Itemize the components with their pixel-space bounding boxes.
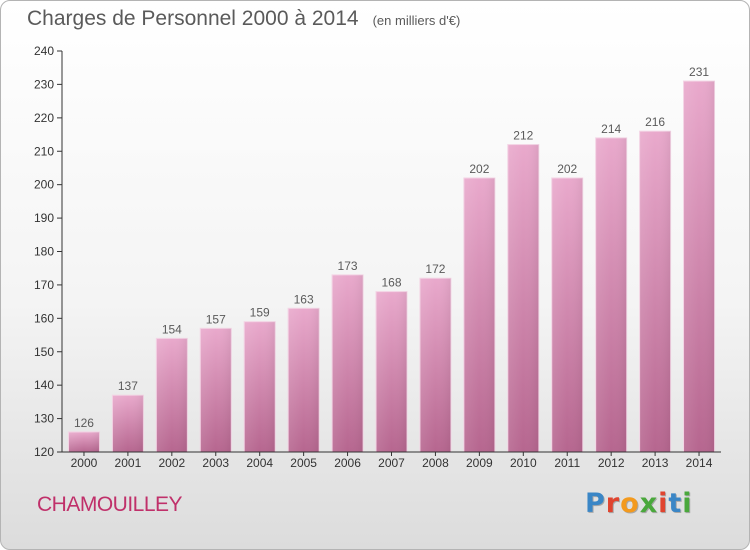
y-tick-label-180: 180 <box>34 245 54 259</box>
y-tick-label-240: 240 <box>34 44 54 58</box>
x-tick-label-2006: 2006 <box>334 456 361 470</box>
y-tick-label-170: 170 <box>34 278 54 292</box>
logo-letter: t <box>668 488 683 519</box>
x-tick-label-2005: 2005 <box>290 456 317 470</box>
proxiti-logo: Proxiti <box>585 488 693 519</box>
bars-layer: 126 137 154 157 159 163 173 168 172 202 212 202 214 2… <box>67 65 716 453</box>
x-tick-label-2003: 2003 <box>202 456 229 470</box>
bar-shine-2010 <box>507 144 539 453</box>
y-tick-label-200: 200 <box>34 178 54 192</box>
y-tick-label-120: 120 <box>34 445 54 459</box>
data-label-2005: 163 <box>294 292 314 306</box>
y-tick-label-230: 230 <box>34 77 54 91</box>
data-label-2010: 212 <box>513 129 533 143</box>
y-tick-label-130: 130 <box>34 412 54 426</box>
bar-shine-2008 <box>419 278 451 452</box>
y-tick-label-150: 150 <box>34 345 54 359</box>
bar-shine-2014 <box>683 81 715 452</box>
bar-shine-2001 <box>112 395 144 452</box>
logo-letter: i <box>658 488 669 519</box>
data-label-2008: 172 <box>425 262 445 276</box>
bar-shine-2004 <box>244 321 276 452</box>
axis-layer: 2000 2001 2002 2003 2004 2005 2006 2007 2008 2009… <box>34 44 721 470</box>
bar-shine-2007 <box>376 291 407 452</box>
data-label-2003: 157 <box>206 312 226 326</box>
x-tick-label-2008: 2008 <box>422 456 449 470</box>
x-tick-label-2000: 2000 <box>71 456 98 470</box>
logo-letter: o <box>620 488 640 519</box>
bar-shine-2013 <box>639 131 671 452</box>
x-tick-label-2007: 2007 <box>378 456 405 470</box>
bar-shine-2005 <box>288 308 320 452</box>
unit-label: (en milliers d'€) <box>372 13 461 28</box>
bar-shine-2002 <box>156 338 188 452</box>
x-tick-label-2001: 2001 <box>115 456 142 470</box>
data-label-2007: 168 <box>381 276 401 290</box>
y-tick-label-220: 220 <box>34 111 54 125</box>
logo-letter: x <box>639 488 659 519</box>
data-label-2012: 214 <box>601 122 621 136</box>
data-label-2006: 173 <box>338 259 358 273</box>
x-tick-label-2013: 2013 <box>642 456 669 470</box>
town-name: CHAMOUILLEY <box>37 493 183 516</box>
bar-shine-2003 <box>200 328 232 452</box>
x-tick-label-2012: 2012 <box>598 456 625 470</box>
data-label-2011: 202 <box>557 162 577 176</box>
bar-shine-2000 <box>68 431 100 452</box>
logo-letter: i <box>682 488 693 519</box>
x-tick-label-2011: 2011 <box>554 456 580 470</box>
data-label-2014: 231 <box>689 65 709 79</box>
y-tick-label-210: 210 <box>34 144 54 158</box>
logo-letter: r <box>605 488 621 519</box>
data-label-2004: 159 <box>250 306 270 320</box>
data-label-2009: 202 <box>469 162 489 176</box>
x-tick-label-2014: 2014 <box>686 456 713 470</box>
y-tick-label-190: 190 <box>34 211 54 225</box>
data-label-2000: 126 <box>74 416 94 430</box>
bar-shine-2012 <box>595 137 627 452</box>
chart-title: Charges de Personnel 2000 à 2014 (en mill… <box>27 7 460 31</box>
logo-letter: P <box>585 488 606 519</box>
title-text: Charges de Personnel 2000 à 2014 <box>27 7 359 30</box>
x-tick-label-2004: 2004 <box>246 456 273 470</box>
x-tick-label-2002: 2002 <box>158 456 185 470</box>
x-tick-label-2009: 2009 <box>466 456 493 470</box>
y-tick-label-160: 160 <box>34 311 54 325</box>
x-tick-label-2010: 2010 <box>510 456 537 470</box>
data-label-2002: 154 <box>162 322 182 336</box>
bar-shine-2011 <box>551 177 583 452</box>
bar-shine-2006 <box>332 274 364 452</box>
data-label-2013: 216 <box>645 115 665 129</box>
bar-shine-2009 <box>463 177 495 452</box>
y-tick-label-140: 140 <box>34 378 54 392</box>
data-label-2001: 137 <box>118 379 138 393</box>
